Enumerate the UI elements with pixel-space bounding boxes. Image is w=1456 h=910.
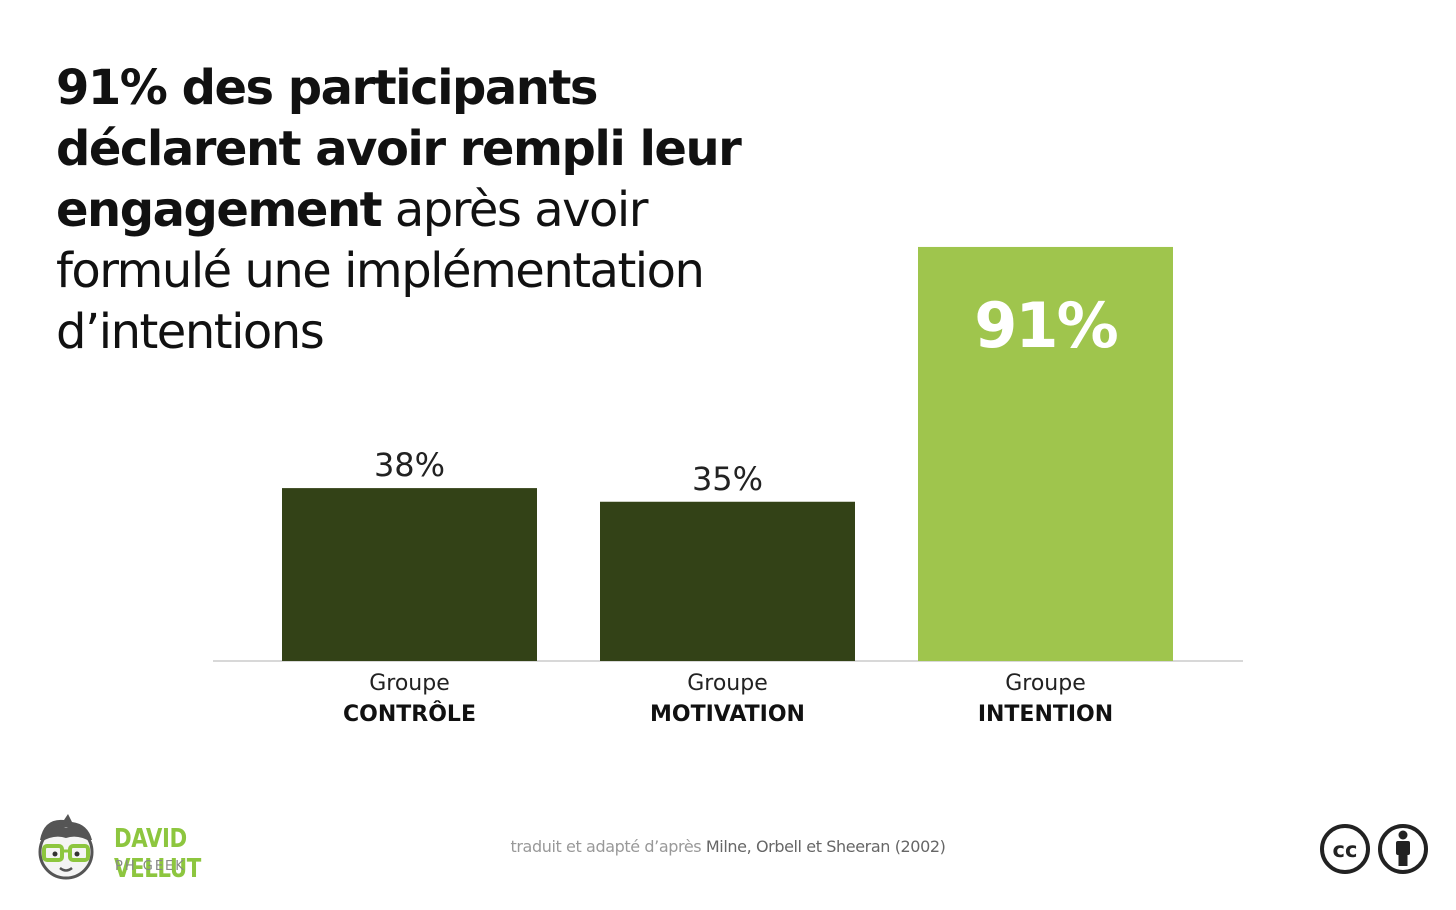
headline: 91% des participants déclarent avoir rem… bbox=[56, 58, 776, 363]
category-label-2-line2: MOTIVATION bbox=[650, 702, 805, 727]
category-label-3-line1: Groupe bbox=[1005, 671, 1086, 696]
category-label-1-line2: CONTRÔLE bbox=[343, 701, 476, 727]
bars-group: 38% Groupe CONTRÔLE 35% Groupe MOTIVATION 91% G… bbox=[282, 246, 1173, 727]
brand-name: DAVID VELLUT bbox=[114, 824, 201, 884]
cc-icon: cc bbox=[1320, 824, 1370, 874]
bar-1 bbox=[282, 488, 537, 661]
bar-3 bbox=[918, 246, 1173, 661]
brand: DAVID VELLUT PH GEEK bbox=[30, 812, 290, 888]
source-citation: traduit et adapté d’après Milne, Orbell … bbox=[0, 837, 1456, 856]
source-authors: Milne, Orbell et Sheeran (2002) bbox=[705, 837, 946, 856]
bar-2 bbox=[600, 501, 855, 661]
value-label-2: 35% bbox=[692, 460, 763, 498]
cc-text: cc bbox=[1333, 838, 1358, 862]
bar-chart: 38% Groupe CONTRÔLE 35% Groupe MOTIVATION 91% G… bbox=[213, 246, 1243, 727]
headline-bold: 91% des participants déclarent avoir rem… bbox=[56, 60, 742, 238]
geek-face-icon bbox=[38, 814, 94, 880]
value-label-1: 38% bbox=[374, 446, 445, 484]
license-badges: cc bbox=[1318, 820, 1428, 882]
attribution-icon bbox=[1378, 824, 1428, 874]
source-prefix: traduit et adapté d’après bbox=[510, 837, 706, 856]
category-label-2-line1: Groupe bbox=[687, 671, 768, 696]
value-label-3: 91% bbox=[974, 289, 1117, 362]
brand-subtitle: PH GEEK bbox=[115, 859, 186, 874]
category-label-3-line2: INTENTION bbox=[978, 702, 1113, 727]
category-label-1-line1: Groupe bbox=[369, 671, 450, 696]
headline-regular: après avoir formulé une implémentation d… bbox=[56, 182, 705, 360]
